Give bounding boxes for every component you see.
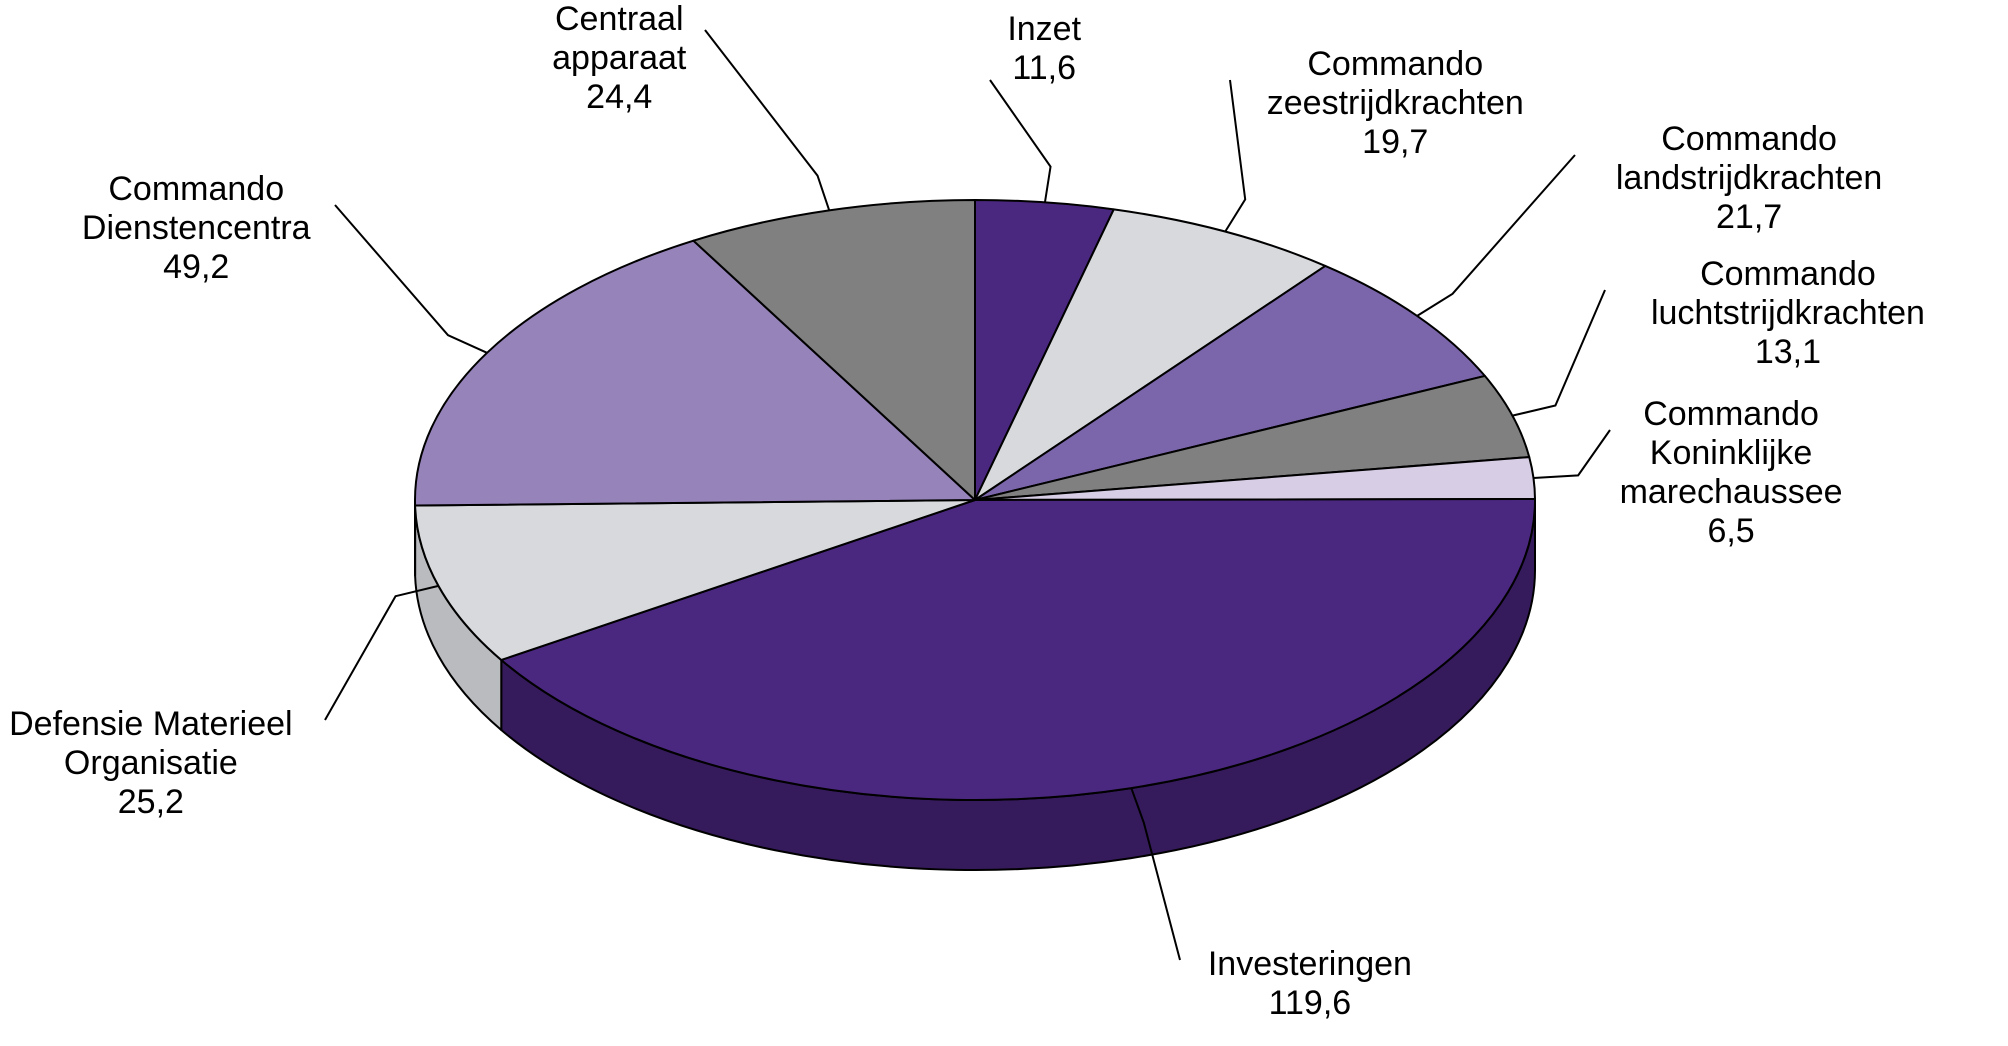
slice-label: Commando zeestrijdkrachten 19,7 [1267,45,1524,162]
slice-label: Commando Koninklijke marechaussee 6,5 [1620,395,1843,551]
pie-chart: Inzet 11,6 Commando zeestrijdkrachten 19,… [0,0,2008,1046]
slice-label: Commando Dienstencentra 49,2 [82,170,311,287]
slice-label: Investeringen 119,6 [1208,945,1412,1023]
slice-label: Commando luchtstrijdkrachten 13,1 [1651,255,1925,372]
slice-label: Centraal apparaat 24,4 [552,0,686,117]
slice-label: Defensie Materieel Organisatie 25,2 [9,705,292,822]
slice-label: Inzet 11,6 [1007,10,1081,88]
slice-label: Commando landstrijdkrachten 21,7 [1616,120,1882,237]
